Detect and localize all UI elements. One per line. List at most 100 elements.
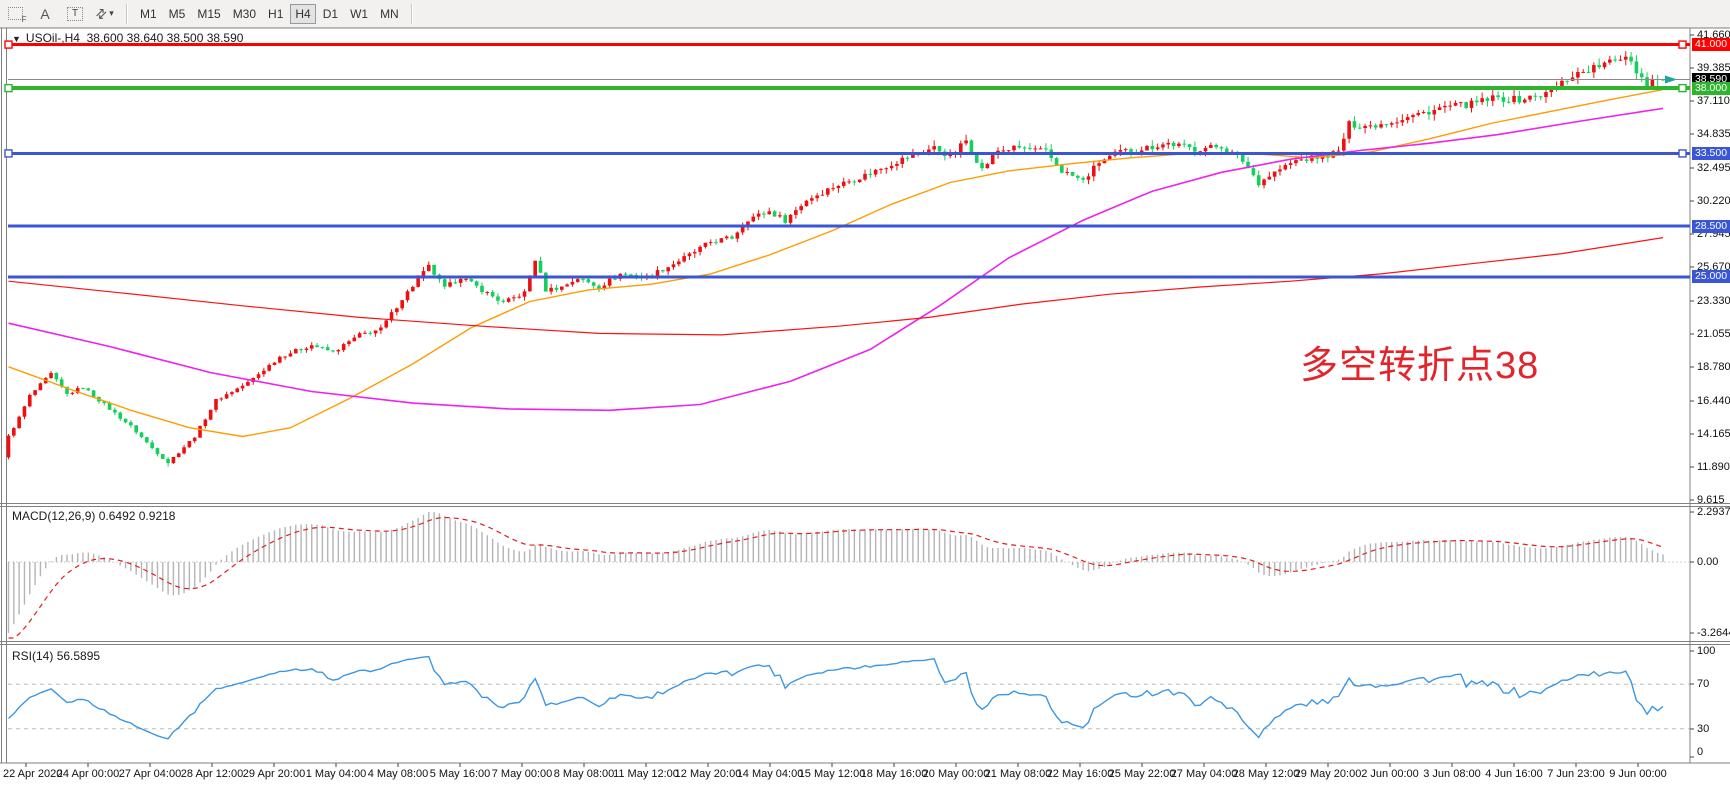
candle-body xyxy=(1368,125,1373,127)
candle-body xyxy=(703,242,708,247)
candle-body xyxy=(1496,95,1500,98)
candle-body xyxy=(677,261,681,265)
candle-body xyxy=(1342,138,1346,151)
hline-41.000-handle-right[interactable] xyxy=(1678,40,1687,49)
price-tick-label: 41.660 xyxy=(1697,29,1730,41)
candle-body xyxy=(1443,105,1447,108)
hline-33.500-handle-right[interactable] xyxy=(1678,149,1687,158)
candle-body xyxy=(762,213,766,215)
candle-body xyxy=(820,194,825,196)
candle-body xyxy=(873,169,878,175)
candle-body xyxy=(1597,65,1601,68)
hline-33.500-handle-left[interactable] xyxy=(4,149,13,158)
hline-38.000-handle-left[interactable] xyxy=(4,83,13,93)
timeframe-button-M5[interactable]: M5 xyxy=(168,6,186,21)
candle-body xyxy=(1070,171,1075,176)
candle-body xyxy=(347,341,351,345)
text-box-tool-icon[interactable]: T xyxy=(62,4,88,24)
candle-body xyxy=(1480,98,1484,103)
price-tick-label: 16.440 xyxy=(1697,395,1730,408)
candle-body xyxy=(150,442,154,449)
chart-text-annotation[interactable]: 多空转折点38 xyxy=(1300,345,1540,387)
toolbar-separator xyxy=(410,3,413,24)
candle-body xyxy=(309,345,314,349)
timeframe-button-W1[interactable]: W1 xyxy=(350,6,369,21)
candle-body xyxy=(123,418,128,423)
macd-tick-label: -3.2644 xyxy=(1697,627,1730,639)
timeframe-button-M15[interactable]: M15 xyxy=(197,6,221,21)
candle-body xyxy=(453,282,458,284)
hline-41.000-handle-left[interactable] xyxy=(4,40,13,49)
candle-body xyxy=(565,284,569,287)
candle-body xyxy=(33,390,37,395)
time-tick-label: 21 May 08:00 xyxy=(984,768,1052,780)
candle-body xyxy=(160,454,165,459)
candle-body xyxy=(1405,117,1410,121)
candle-body xyxy=(1560,80,1564,87)
candle-body xyxy=(735,232,740,239)
timeframe-button-MN[interactable]: MN xyxy=(380,6,399,21)
candle-body xyxy=(166,458,170,464)
candle-body xyxy=(267,364,271,371)
candle-body xyxy=(836,185,841,189)
candle-body xyxy=(501,300,506,302)
candle-body xyxy=(528,275,532,292)
cursor-mode-dropdown-icon[interactable]: ▾ xyxy=(109,8,114,18)
timeframe-button-M30[interactable]: M30 xyxy=(232,6,257,21)
candle-body xyxy=(1012,145,1016,151)
candle-body xyxy=(426,264,431,272)
candle-body xyxy=(182,447,186,454)
candle-body xyxy=(368,332,373,334)
candle-body xyxy=(1198,151,1202,153)
candle-body xyxy=(1272,171,1277,177)
candle-body xyxy=(905,157,910,159)
candle-body xyxy=(1256,175,1261,186)
price-tick-label: 37.110 xyxy=(1697,95,1730,108)
candle-body xyxy=(1528,95,1532,100)
candle-body xyxy=(102,401,107,404)
time-tick-label: 9 Jun 00:00 xyxy=(1609,768,1667,780)
timeframe-button-D1[interactable]: D1 xyxy=(322,6,339,21)
time-tick-label: 3 Jun 08:00 xyxy=(1423,768,1481,780)
candle-body xyxy=(1203,147,1208,152)
candle-body xyxy=(1602,62,1607,68)
candle-body xyxy=(405,291,410,301)
candle-body xyxy=(1161,144,1165,148)
candle-body xyxy=(235,388,240,393)
timeframe-button-H4[interactable]: H4 xyxy=(290,3,316,24)
candle-body xyxy=(629,274,633,276)
candle-body xyxy=(304,348,309,351)
cursor-mode-icon[interactable]: ⇄ ▾ xyxy=(92,3,114,23)
candle-body xyxy=(831,188,835,190)
candle-body xyxy=(1294,160,1298,164)
chevron-down-icon[interactable]: ▼ xyxy=(12,34,21,44)
candle-body xyxy=(1347,121,1351,139)
time-tick-label: 22 Apr 2020 xyxy=(3,768,63,780)
candle-body xyxy=(756,213,761,217)
candle-body xyxy=(480,285,484,293)
candle-body xyxy=(597,285,601,289)
font-tool-icon[interactable]: A xyxy=(40,5,50,22)
timeframe-button-H1[interactable]: H1 xyxy=(268,6,284,21)
candle-body xyxy=(937,146,942,152)
candle-body xyxy=(139,432,144,438)
candle-body xyxy=(799,206,803,211)
hline-38.000-handle-right[interactable] xyxy=(1678,83,1687,93)
rsi-tick-label: 100 xyxy=(1697,645,1716,657)
candle-body xyxy=(12,428,16,436)
candle-body xyxy=(1182,143,1187,145)
candle-body xyxy=(315,345,319,348)
candle-body xyxy=(278,356,282,363)
candle-body xyxy=(964,140,968,144)
candle-body xyxy=(586,279,591,283)
candle-body xyxy=(1107,155,1112,160)
timeframe-button-M1[interactable]: M1 xyxy=(140,6,157,21)
price-tick-label: 23.330 xyxy=(1697,295,1730,308)
candle-body xyxy=(1214,144,1218,148)
candle-body xyxy=(1299,159,1304,161)
candle-body xyxy=(1123,149,1128,151)
snap-grid-icon[interactable]: F xyxy=(2,4,28,24)
candle-body xyxy=(1187,144,1192,148)
